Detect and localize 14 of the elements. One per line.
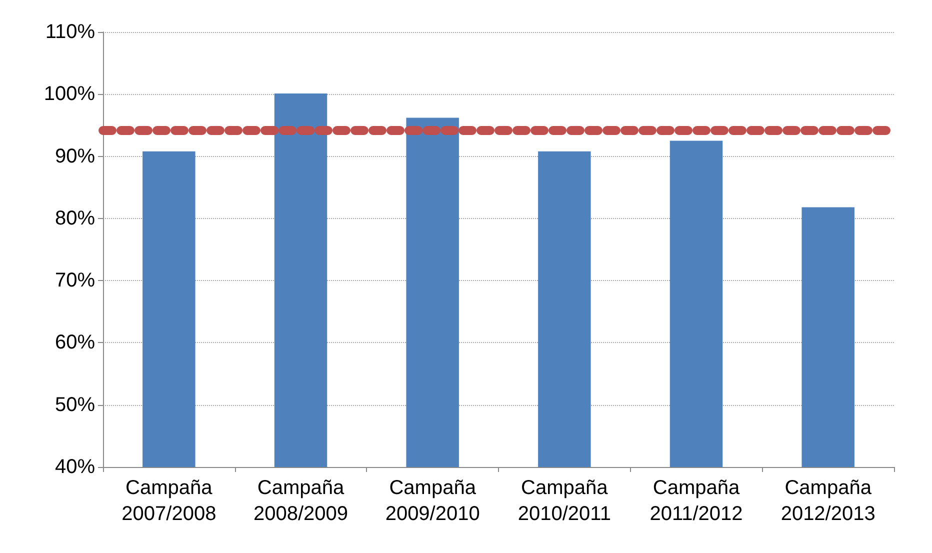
x-tick-label: Campaña 2007/2008 bbox=[122, 477, 216, 525]
y-tick-label: 40% bbox=[54, 456, 96, 478]
y-tick-label: 60% bbox=[54, 332, 96, 354]
x-tick-label: Campaña 2010/2011 bbox=[518, 477, 611, 525]
y-tick-label: 80% bbox=[54, 207, 96, 230]
x-tick-label: Campaña 2009/2010 bbox=[385, 477, 480, 525]
x-tick-label: Campaña 2008/2009 bbox=[253, 477, 348, 525]
x-tick-label: Campaña 2012/2013 bbox=[780, 477, 876, 525]
y-tick-label: 90% bbox=[54, 145, 96, 168]
y-tick-label: 110% bbox=[45, 21, 96, 43]
y-tick-label: 100% bbox=[44, 83, 96, 106]
y-tick-label: 50% bbox=[54, 394, 96, 416]
y-tick-label: 70% bbox=[54, 270, 96, 292]
x-tick-label: Campaña 2011/2012 bbox=[650, 477, 743, 525]
